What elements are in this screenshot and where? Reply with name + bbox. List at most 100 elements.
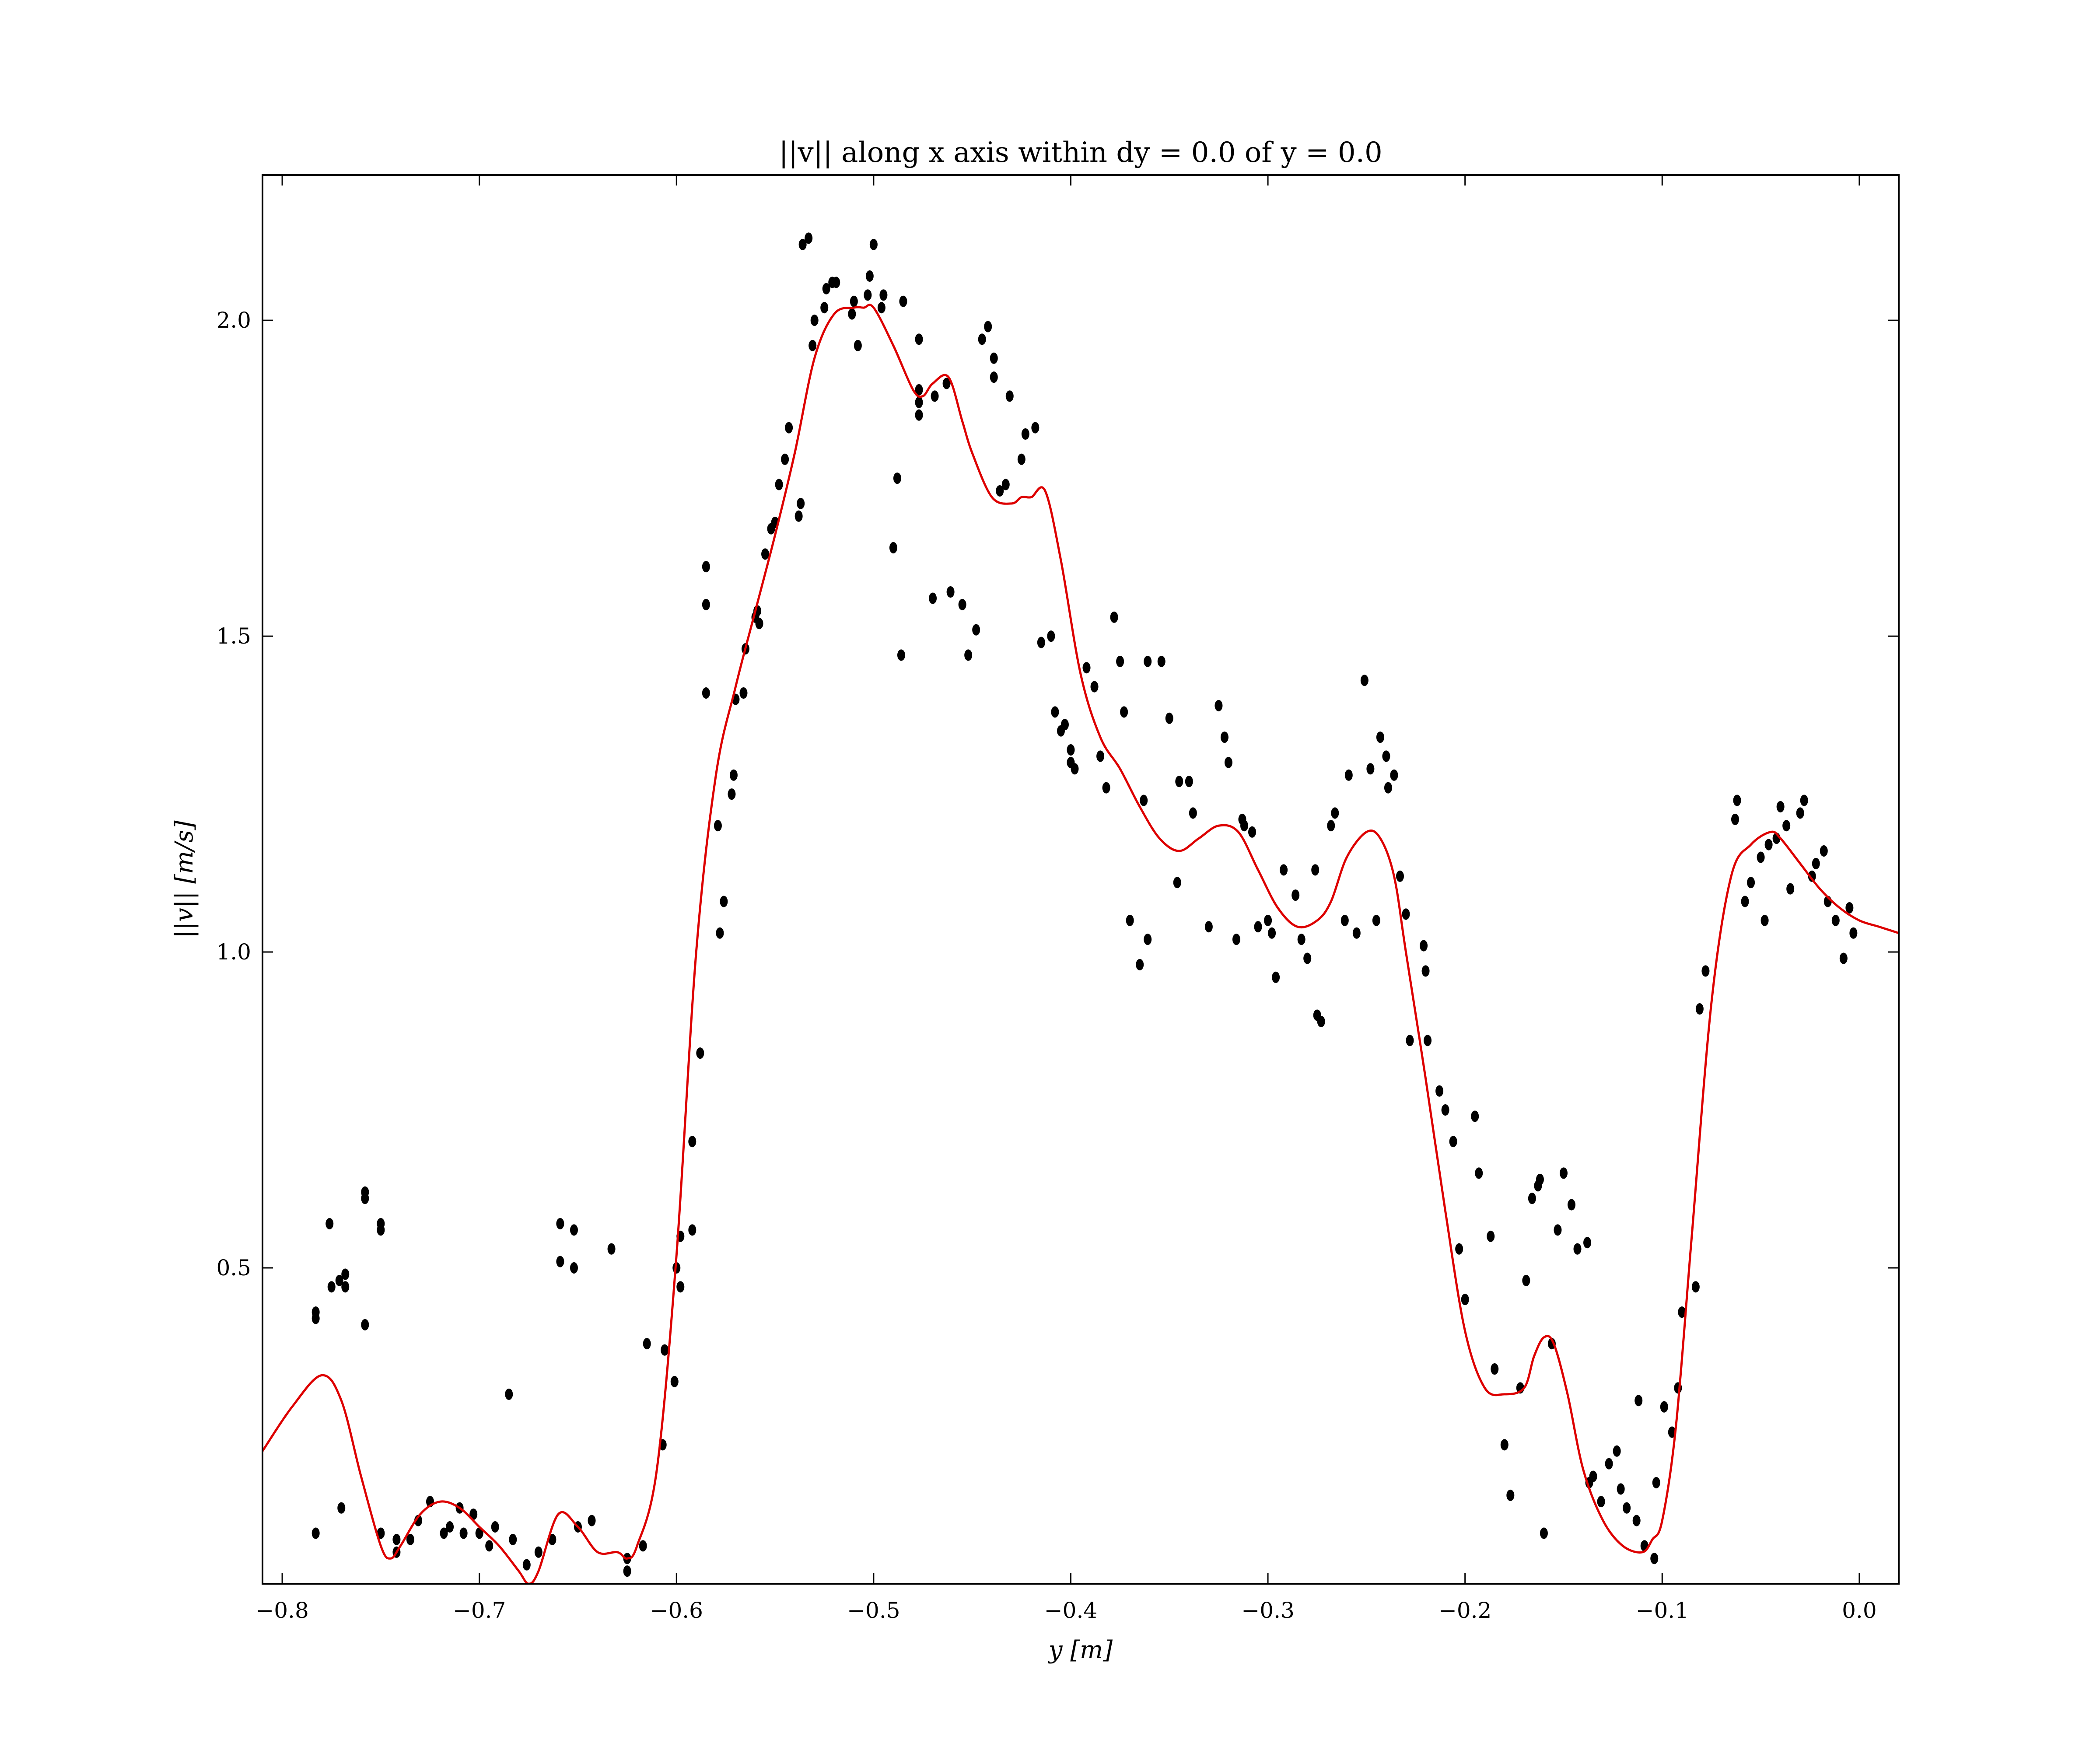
data-point: [1096, 750, 1105, 762]
data-point: [1144, 655, 1152, 667]
data-point: [1764, 839, 1773, 850]
data-point: [716, 927, 724, 939]
data-point: [1082, 662, 1091, 674]
data-point: [1175, 776, 1183, 788]
data-point: [755, 618, 763, 630]
data-point: [1701, 965, 1710, 977]
data-point: [864, 289, 872, 301]
data-point: [1839, 952, 1848, 964]
y-axis-label: ||v|| [m/s]: [170, 820, 199, 938]
data-point: [1808, 870, 1816, 882]
data-point: [534, 1546, 542, 1558]
data-point: [1144, 934, 1152, 945]
data-point: [1573, 1243, 1582, 1255]
data-point: [361, 1186, 369, 1198]
data-point: [1849, 927, 1858, 939]
x-tick-label: −0.5: [847, 1598, 900, 1623]
data-point: [1017, 453, 1026, 465]
data-point: [1741, 896, 1749, 907]
data-point: [392, 1533, 401, 1545]
data-point: [794, 510, 803, 522]
data-point: [1831, 914, 1840, 926]
data-point: [854, 340, 862, 351]
y-tick-label: 1.0: [216, 939, 251, 965]
data-point: [1800, 794, 1808, 806]
data-point: [1421, 965, 1430, 977]
data-point: [761, 548, 770, 560]
data-point: [341, 1281, 350, 1293]
data-point: [729, 769, 738, 781]
data-point: [1536, 1173, 1544, 1185]
data-point: [832, 276, 840, 288]
data-point: [1424, 1035, 1432, 1046]
axes-layer: [262, 174, 1900, 1585]
data-point: [688, 1136, 696, 1148]
data-point: [1021, 428, 1029, 440]
data-point: [491, 1521, 499, 1533]
y-tick-label: 1.5: [216, 623, 251, 649]
data-point: [1303, 952, 1312, 964]
data-point: [1455, 1243, 1463, 1255]
data-point: [485, 1540, 494, 1552]
data-point: [1812, 858, 1820, 869]
data-point: [781, 453, 789, 465]
data-point: [877, 302, 886, 314]
data-point: [931, 390, 939, 402]
x-tick-label: −0.8: [256, 1598, 308, 1623]
data-point: [1461, 1294, 1469, 1306]
data-point: [1782, 820, 1791, 832]
data-point: [643, 1338, 651, 1350]
data-point: [785, 422, 793, 434]
data-point: [1500, 1439, 1508, 1451]
data-point: [1678, 1306, 1686, 1318]
data-point: [990, 352, 998, 364]
data-point: [1757, 851, 1765, 863]
data-point: [1733, 794, 1741, 806]
data-point: [848, 308, 856, 320]
data-point: [475, 1527, 483, 1539]
x-tick-label: −0.1: [1636, 1598, 1689, 1623]
data-point: [1037, 637, 1045, 648]
data-point: [1449, 1136, 1457, 1148]
data-point: [570, 1262, 578, 1274]
data-point: [1173, 877, 1181, 889]
data-point: [889, 542, 897, 553]
data-point: [984, 321, 992, 332]
data-point: [805, 232, 813, 244]
data-point: [556, 1218, 564, 1229]
data-point: [469, 1508, 478, 1520]
data-point: [639, 1540, 647, 1552]
data-point: [1327, 820, 1335, 832]
data-point: [1366, 763, 1375, 775]
data-point: [808, 340, 817, 351]
data-point: [696, 1047, 704, 1059]
data-point: [897, 649, 905, 661]
data-point: [1005, 390, 1014, 402]
data-point: [1652, 1477, 1660, 1488]
data-point: [459, 1527, 468, 1539]
data-point: [1760, 914, 1769, 926]
data-point: [728, 788, 736, 800]
data-point: [335, 1274, 343, 1286]
data-point: [1240, 820, 1248, 832]
data-point: [446, 1521, 454, 1533]
data-point: [312, 1306, 320, 1318]
data-point: [1157, 655, 1166, 667]
data-point: [1396, 870, 1404, 882]
data-point: [326, 1218, 334, 1229]
data-point: [1660, 1401, 1668, 1413]
data-point: [1214, 700, 1223, 711]
data-point: [797, 497, 805, 509]
data-point: [1568, 1199, 1575, 1211]
data-point: [661, 1344, 669, 1356]
data-point: [548, 1533, 556, 1545]
data-point: [607, 1243, 616, 1255]
data-point: [1623, 1502, 1631, 1514]
scatter-points-layer: [312, 232, 1858, 1577]
data-point: [623, 1565, 631, 1577]
data-point: [1372, 914, 1380, 926]
data-point: [1420, 940, 1428, 952]
data-point: [337, 1502, 346, 1514]
data-point: [1272, 971, 1280, 983]
data-point: [1090, 681, 1099, 693]
